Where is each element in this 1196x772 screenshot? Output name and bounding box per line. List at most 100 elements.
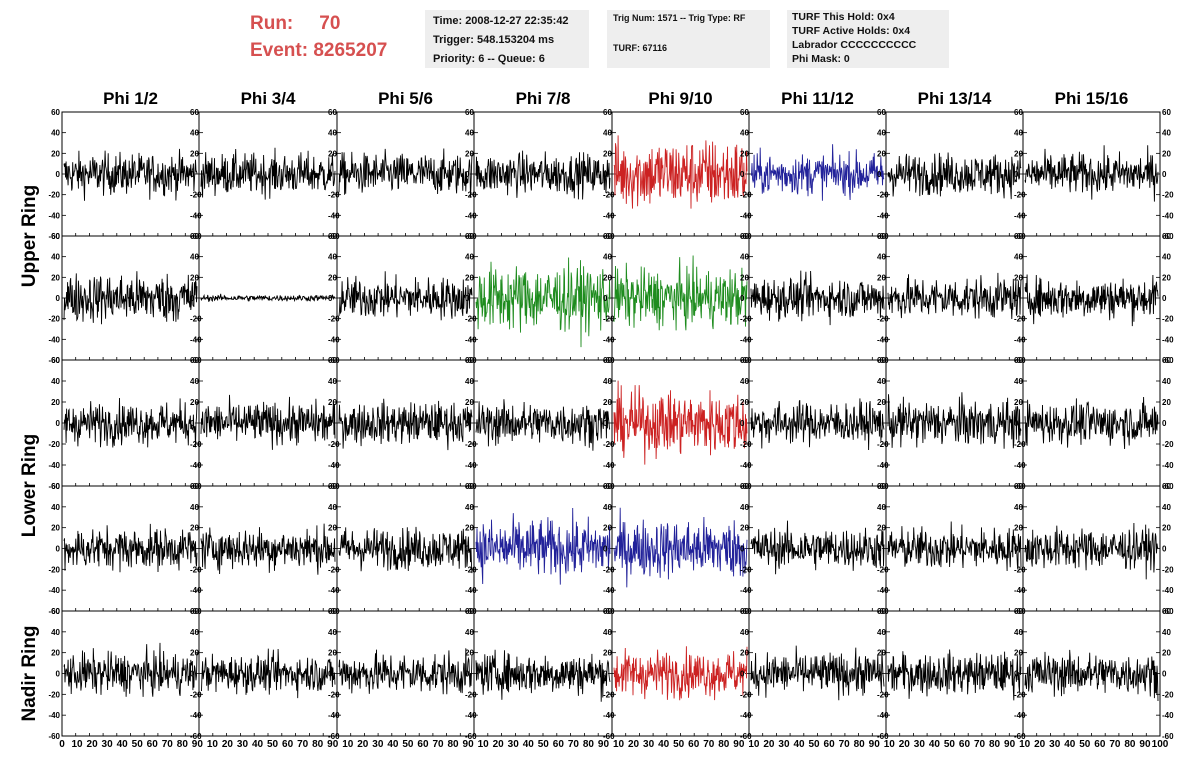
y-tick-label: -40: [190, 211, 202, 220]
y-tick-label: 60: [1014, 108, 1023, 117]
y-tick-label: 20: [328, 649, 337, 658]
y-tick-label: -40: [190, 335, 202, 344]
labrador-text: Labrador CCCCCCCCCC: [792, 39, 917, 51]
y-tick-label: -20: [740, 440, 752, 449]
y-tick-label: 60: [51, 232, 60, 241]
y-tick-label: 60: [465, 108, 474, 117]
y-tick-label: 20: [1162, 398, 1171, 407]
y-tick-label: 20: [877, 398, 886, 407]
x-tick-label: 20: [899, 739, 911, 750]
y-tick-label: -40: [328, 461, 340, 470]
y-tick-label: -20: [1162, 440, 1174, 449]
y-tick-label: 0: [190, 670, 195, 679]
y-tick-label: 20: [1014, 649, 1023, 658]
turf-text: TURF: 67116: [613, 43, 668, 53]
y-tick-label: -20: [465, 690, 477, 699]
waveform-trace: [613, 507, 748, 588]
y-tick-label: -40: [603, 586, 615, 595]
y-tick-label: 20: [190, 398, 199, 407]
y-tick-label: 60: [740, 482, 749, 491]
x-tick-label: 40: [523, 739, 535, 750]
y-tick-label: 60: [328, 482, 337, 491]
waveform-trace: [475, 507, 611, 585]
y-tick-label: 40: [1162, 377, 1171, 386]
y-tick-label: 20: [465, 273, 474, 282]
y-tick-label: 60: [1014, 356, 1023, 365]
waveform-trace: [63, 642, 198, 697]
y-tick-label: 0: [465, 419, 470, 428]
y-tick-label: -60: [1162, 232, 1174, 241]
y-tick-label: 0: [603, 294, 608, 303]
y-tick-label: -60: [877, 732, 889, 741]
y-tick-label: 40: [51, 253, 60, 262]
y-tick-label: 40: [740, 253, 749, 262]
y-tick-label: -20: [740, 315, 752, 324]
waveform-trace: [613, 255, 748, 331]
y-tick-label: 0: [603, 545, 608, 554]
y-tick-label: 20: [1162, 273, 1171, 282]
y-tick-label: -20: [1014, 565, 1026, 574]
y-tick-label: 40: [877, 377, 886, 386]
y-tick-label: 0: [877, 670, 882, 679]
y-tick-label: -40: [190, 586, 202, 595]
y-tick-label: 60: [1162, 482, 1171, 491]
y-tick-label: 40: [1162, 503, 1171, 512]
y-tick-label: -40: [1014, 586, 1026, 595]
y-tick-label: 60: [1014, 482, 1023, 491]
waveform-trace: [475, 399, 611, 451]
y-tick-label: 40: [740, 628, 749, 637]
waveform-trace: [63, 523, 198, 573]
y-tick-label: -40: [328, 586, 340, 595]
y-tick-label: -40: [328, 711, 340, 720]
y-tick-label: -40: [603, 211, 615, 220]
x-tick-label: 30: [1049, 739, 1061, 750]
y-tick-label: 20: [877, 649, 886, 658]
y-tick-label: 60: [1014, 607, 1023, 616]
y-tick-label: -60: [48, 232, 60, 241]
y-tick-label: 0: [740, 419, 745, 428]
x-tick-label: 100: [1152, 739, 1169, 750]
x-tick-label: 70: [1109, 739, 1121, 750]
y-tick-label: -40: [48, 335, 60, 344]
panel-frame: [198, 610, 338, 737]
y-tick-label: 0: [1014, 670, 1019, 679]
y-tick-label: 60: [190, 482, 199, 491]
y-tick-label: -40: [48, 461, 60, 470]
x-tick-label: 20: [222, 739, 234, 750]
y-tick-label: 60: [190, 108, 199, 117]
x-tick-label: 20: [1034, 739, 1046, 750]
y-tick-label: -40: [740, 335, 752, 344]
y-tick-label: 20: [190, 149, 199, 158]
y-tick-label: -20: [877, 191, 889, 200]
y-tick-label: 0: [1162, 170, 1167, 179]
y-tick-label: 0: [465, 294, 470, 303]
y-tick-label: -20: [190, 315, 202, 324]
y-tick-label: -40: [48, 586, 60, 595]
y-tick-label: 0: [1014, 419, 1019, 428]
x-tick-label: 30: [508, 739, 520, 750]
y-tick-label: 20: [740, 273, 749, 282]
y-tick-label: -40: [740, 461, 752, 470]
y-tick-label: 0: [56, 170, 61, 179]
waveform-trace: [338, 271, 473, 321]
y-tick-label: 60: [328, 356, 337, 365]
y-tick-label: 20: [51, 524, 60, 533]
y-tick-label: 60: [51, 482, 60, 491]
run-label: Run:: [250, 13, 294, 34]
x-tick-label: 80: [854, 739, 866, 750]
y-tick-label: 0: [328, 670, 333, 679]
x-tick-label: 20: [763, 739, 775, 750]
column-title: Phi 1/2: [103, 89, 158, 108]
x-tick-label: 80: [312, 739, 324, 750]
y-tick-label: 60: [877, 356, 886, 365]
waveform-trace: [750, 645, 885, 701]
x-tick-label: 20: [628, 739, 640, 750]
y-tick-label: 20: [877, 149, 886, 158]
x-tick-label: 50: [402, 739, 414, 750]
y-tick-label: 40: [465, 129, 474, 138]
waveform-trace: [887, 392, 1022, 449]
y-tick-label: 40: [603, 253, 612, 262]
y-tick-label: 0: [328, 419, 333, 428]
x-tick-label: 10: [342, 739, 354, 750]
y-tick-label: 60: [740, 108, 749, 117]
